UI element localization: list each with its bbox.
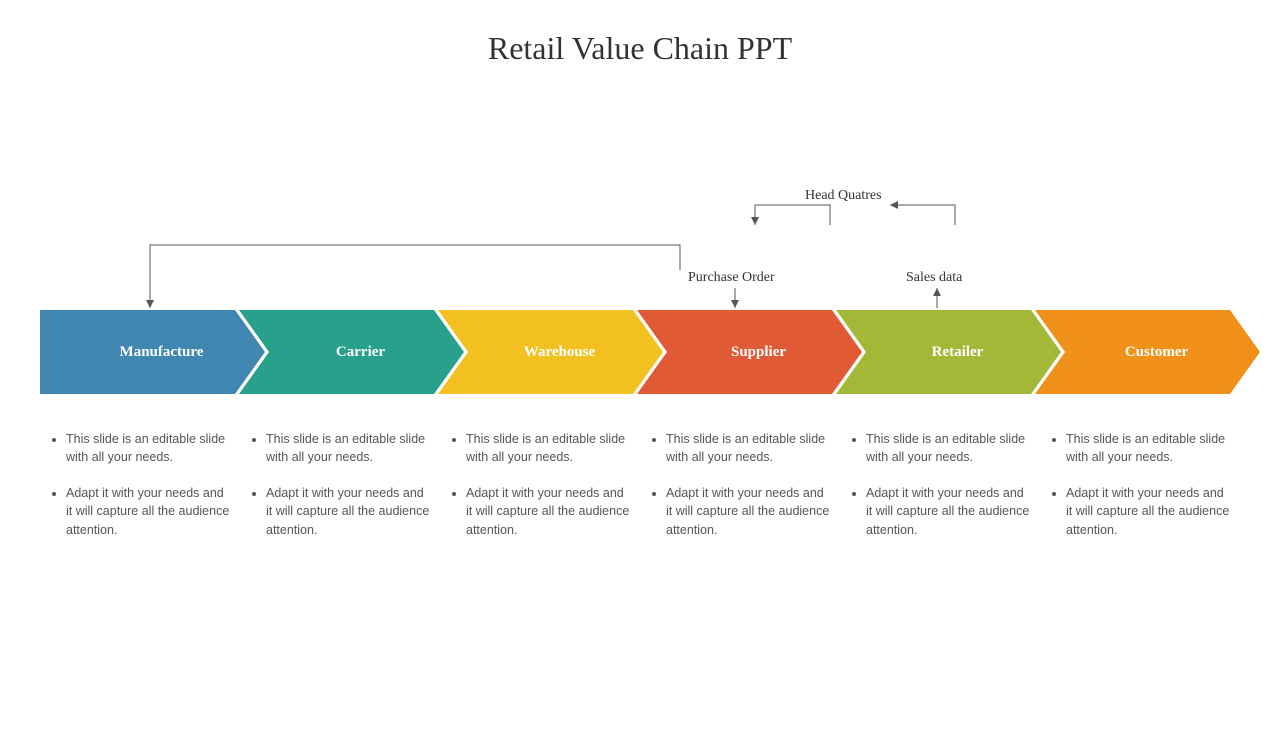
annotation-head-quarters: Head Quatres [805,188,882,204]
bullet-column: This slide is an editable slide with all… [1040,430,1240,557]
bullet-item: This slide is an editable slide with all… [866,430,1030,466]
bullet-item: Adapt it with your needs and it will cap… [466,484,630,538]
bullet-item: Adapt it with your needs and it will cap… [266,484,430,538]
chevron-label: Manufacture [40,310,265,394]
chevron-step-manufacture: Manufacture [40,310,265,394]
bullet-column: This slide is an editable slide with all… [640,430,840,557]
chevron-label: Carrier [239,310,464,394]
bullet-column: This slide is an editable slide with all… [840,430,1040,557]
bullet-column: This slide is an editable slide with all… [40,430,240,557]
bullet-item: This slide is an editable slide with all… [466,430,630,466]
bullet-column: This slide is an editable slide with all… [240,430,440,557]
chevron-step-customer: Customer [1035,310,1260,394]
bullet-item: Adapt it with your needs and it will cap… [66,484,230,538]
chevron-step-carrier: Carrier [239,310,464,394]
chevron-step-warehouse: Warehouse [438,310,663,394]
bullet-item: This slide is an editable slide with all… [1066,430,1230,466]
chevron-label: Supplier [637,310,862,394]
bullet-item: Adapt it with your needs and it will cap… [666,484,830,538]
page-title: Retail Value Chain PPT [0,30,1280,67]
bullet-column: This slide is an editable slide with all… [440,430,640,557]
annotation-purchase-order: Purchase Order [688,270,775,286]
bullet-item: Adapt it with your needs and it will cap… [1066,484,1230,538]
bullets-row: This slide is an editable slide with all… [40,430,1240,557]
chevron-step-supplier: Supplier [637,310,862,394]
bullet-item: This slide is an editable slide with all… [66,430,230,466]
bullet-item: Adapt it with your needs and it will cap… [866,484,1030,538]
chevron-chain: ManufactureCarrierWarehouseSupplierRetai… [40,310,1240,394]
chevron-label: Retailer [836,310,1061,394]
chevron-step-retailer: Retailer [836,310,1061,394]
chevron-label: Warehouse [438,310,663,394]
annotation-sales-data: Sales data [906,270,962,286]
bullet-item: This slide is an editable slide with all… [266,430,430,466]
bullet-item: This slide is an editable slide with all… [666,430,830,466]
chevron-label: Customer [1035,310,1260,394]
